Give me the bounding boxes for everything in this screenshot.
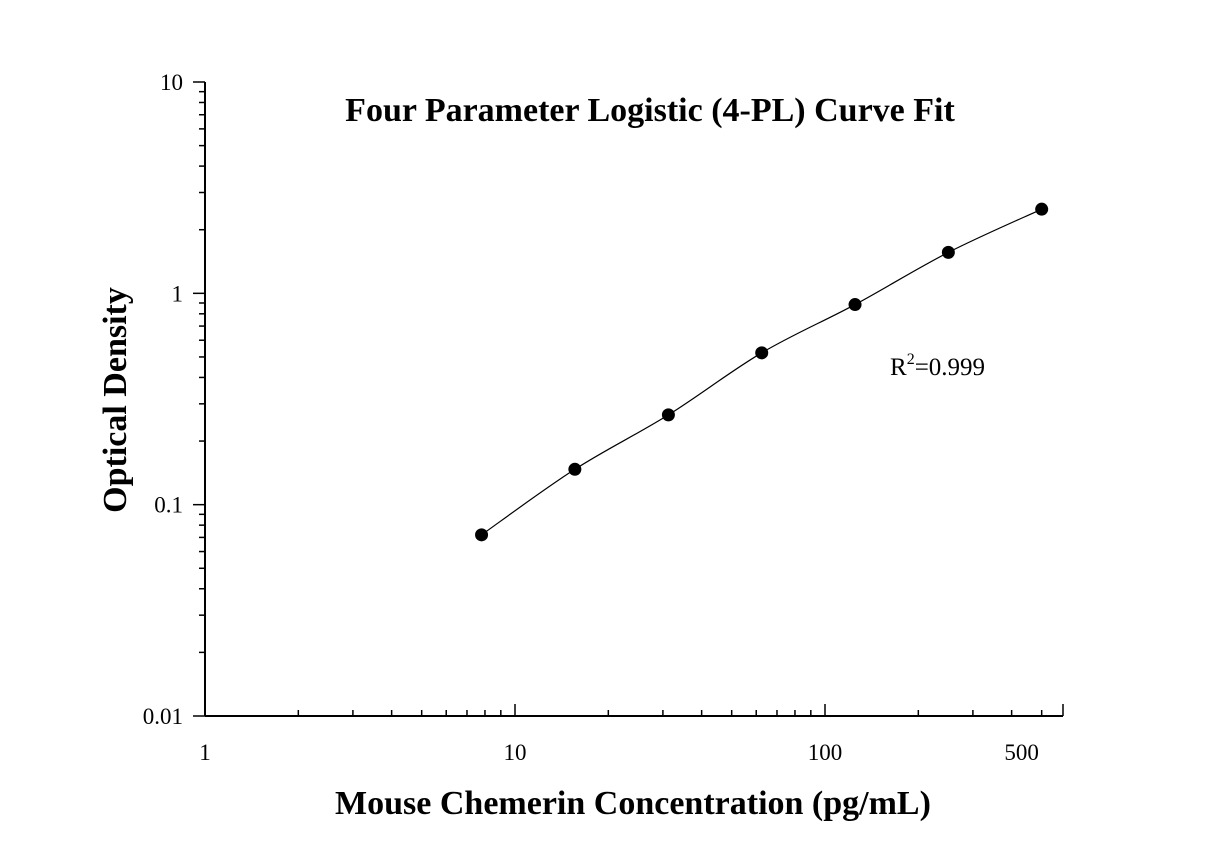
chart-title: Four Parameter Logistic (4-PL) Curve Fit xyxy=(345,92,955,129)
r-squared-superscript: 2 xyxy=(907,351,915,368)
data-point xyxy=(941,245,955,259)
data-point xyxy=(848,298,862,312)
y-tick-label: 0.01 xyxy=(143,704,183,729)
r-squared-value: =0.999 xyxy=(915,354,985,381)
x-tick-label: 500 xyxy=(1004,740,1039,765)
r-squared-base: R xyxy=(890,354,907,381)
data-point xyxy=(475,528,489,542)
r-squared-annotation: R2=0.999 xyxy=(890,351,985,381)
y-tick-label: 1 xyxy=(172,281,184,306)
y-tick-label: 0.1 xyxy=(154,493,183,518)
x-axis-title: Mouse Chemerin Concentration (pg/mL) xyxy=(335,785,931,822)
x-tick-label: 1 xyxy=(199,740,211,765)
x-tick-label: 100 xyxy=(808,740,843,765)
x-tick-label: 10 xyxy=(504,740,527,765)
y-axis-title: Optical Density xyxy=(97,287,134,513)
y-tick-label: 10 xyxy=(160,70,183,95)
plot-area: 0.01 0.1 1 10 1 10 100 500 xyxy=(143,70,1064,765)
data-point xyxy=(661,408,675,422)
data-point xyxy=(755,346,769,360)
data-point xyxy=(568,462,582,476)
data-point xyxy=(1035,202,1049,216)
